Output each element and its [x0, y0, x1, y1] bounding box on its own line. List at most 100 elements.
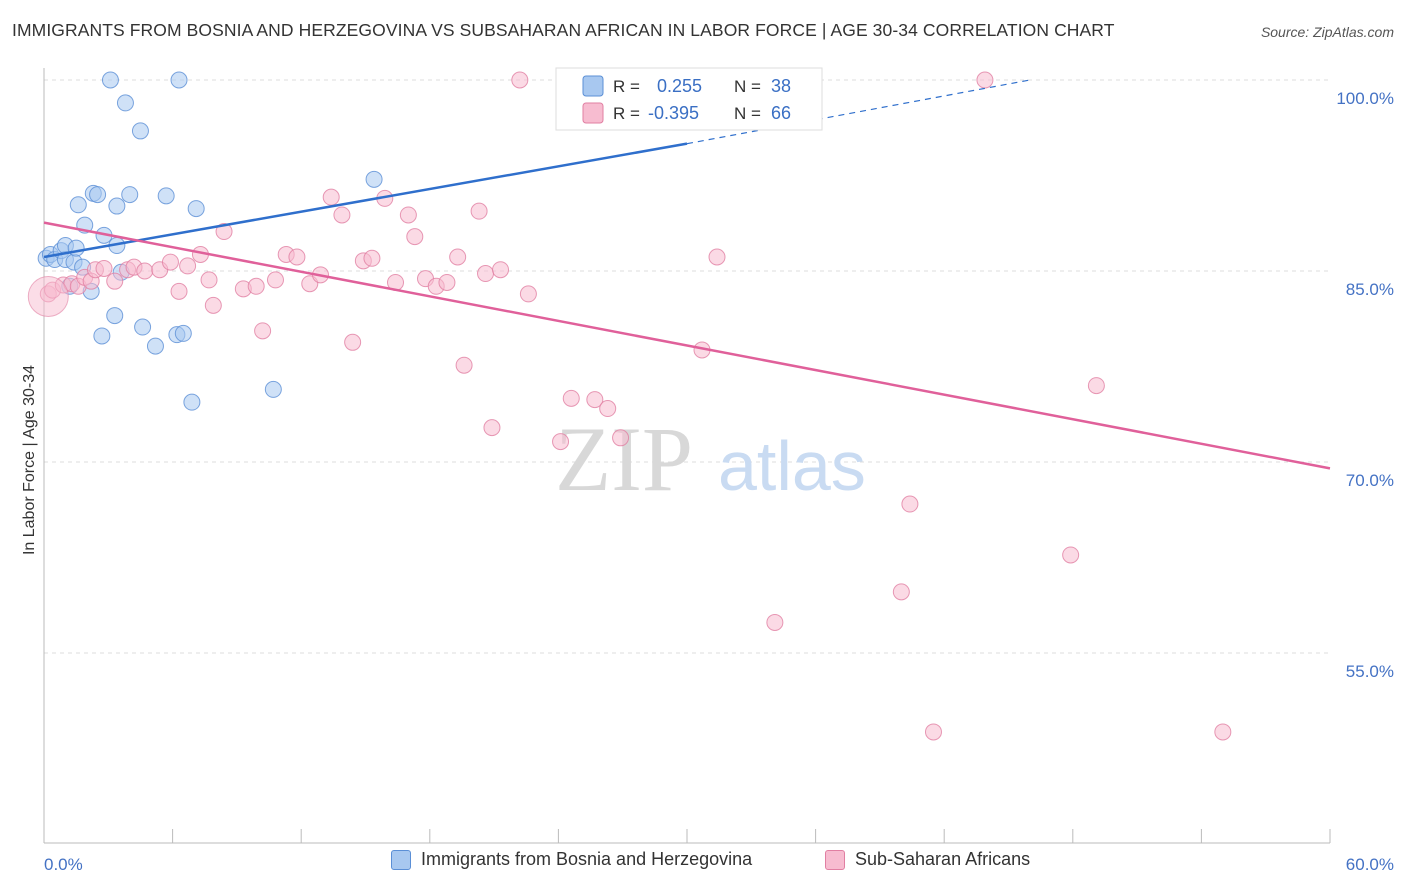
legend-n-value-bosnia: 38 — [771, 76, 791, 96]
point-subsaharan — [170, 282, 188, 300]
grid-lines — [44, 79, 1330, 654]
point-bosnia — [131, 122, 149, 140]
legend-item-subsaharan: Sub-Saharan Africans — [825, 849, 1030, 870]
point-subsaharan — [406, 228, 424, 246]
point-bosnia — [101, 71, 119, 89]
axes — [43, 68, 1331, 844]
point-bosnia — [146, 337, 164, 355]
point-subsaharan — [449, 248, 467, 266]
point-subsaharan — [106, 272, 124, 290]
x-tick-labels: 0.0% 60.0% — [44, 855, 1394, 874]
legend-n-label-subsaharan: N = — [734, 104, 761, 123]
point-subsaharan-cluster — [27, 275, 69, 317]
point-subsaharan — [204, 296, 222, 314]
point-subsaharan — [511, 71, 529, 89]
point-subsaharan — [492, 261, 510, 279]
legend-n-value-subsaharan: 66 — [771, 103, 791, 123]
point-subsaharan — [438, 273, 456, 291]
point-subsaharan — [483, 419, 501, 437]
y-tick-label: 100.0% — [1336, 89, 1394, 108]
point-bosnia — [116, 94, 134, 112]
legend-r-value-subsaharan: -0.395 — [648, 103, 699, 123]
legend-r-value-bosnia: 0.255 — [657, 76, 702, 96]
point-subsaharan — [95, 259, 113, 277]
point-subsaharan — [976, 71, 994, 89]
point-subsaharan — [1087, 377, 1105, 395]
point-subsaharan — [892, 583, 910, 601]
point-subsaharan — [924, 723, 942, 741]
point-bosnia — [187, 200, 205, 218]
legend-item-bosnia: Immigrants from Bosnia and Herzegovina — [391, 849, 752, 870]
series-subsaharan-points — [27, 71, 1232, 741]
point-bosnia — [121, 186, 139, 204]
legend-swatch-bosnia — [582, 75, 604, 97]
point-subsaharan — [586, 391, 604, 409]
legend-label-bosnia: Immigrants from Bosnia and Herzegovina — [421, 849, 753, 869]
point-bosnia — [365, 170, 383, 188]
point-bosnia — [134, 318, 152, 336]
point-bosnia — [89, 186, 107, 204]
point-subsaharan — [612, 429, 630, 447]
legend-label-subsaharan: Sub-Saharan Africans — [855, 849, 1031, 869]
y-tick-label: 70.0% — [1346, 471, 1394, 490]
point-subsaharan — [179, 257, 197, 275]
point-bosnia — [264, 380, 282, 398]
point-subsaharan — [399, 206, 417, 224]
point-subsaharan — [333, 206, 351, 224]
point-subsaharan — [215, 223, 233, 241]
point-subsaharan — [766, 613, 784, 631]
point-subsaharan — [470, 202, 488, 220]
point-bosnia — [93, 327, 111, 345]
legend-swatch-subsaharan — [582, 102, 604, 124]
legend-r-label-bosnia: R = — [613, 77, 640, 96]
point-subsaharan — [288, 248, 306, 266]
x-tick-label: 0.0% — [44, 855, 83, 874]
point-bosnia — [170, 71, 188, 89]
legend-r-label-subsaharan: R = — [613, 104, 640, 123]
point-subsaharan — [552, 433, 570, 451]
point-subsaharan — [322, 188, 340, 206]
point-subsaharan — [1214, 723, 1232, 741]
source-note: Source: ZipAtlas.com — [1260, 24, 1394, 40]
x-tick-label: 60.0% — [1346, 855, 1394, 874]
legend-box-subsaharan — [825, 849, 845, 870]
watermark: ZIP atlas — [555, 408, 866, 510]
point-subsaharan — [901, 495, 919, 513]
trend-line-subsaharan — [43, 221, 1331, 470]
point-subsaharan — [1062, 546, 1080, 564]
watermark-zip: ZIP — [555, 408, 693, 510]
series-legend: Immigrants from Bosnia and Herzegovina S… — [0, 849, 1406, 879]
point-bosnia — [69, 196, 87, 214]
point-subsaharan — [708, 248, 726, 266]
point-subsaharan — [477, 265, 495, 283]
y-axis-label: In Labor Force | Age 30-34 — [21, 365, 38, 555]
point-subsaharan — [247, 277, 265, 295]
point-subsaharan — [266, 271, 284, 289]
y-tick-label: 55.0% — [1346, 662, 1394, 681]
point-subsaharan — [200, 271, 218, 289]
point-subsaharan — [161, 253, 179, 271]
point-subsaharan — [599, 400, 617, 418]
watermark-atlas: atlas — [718, 427, 866, 505]
chart-title: IMMIGRANTS FROM BOSNIA AND HERZEGOVINA V… — [12, 20, 1115, 40]
trend-lines — [43, 79, 1331, 470]
legend-box-bosnia — [391, 849, 411, 870]
point-subsaharan — [363, 249, 381, 267]
point-subsaharan — [455, 356, 473, 374]
trend-line-bosnia — [43, 142, 688, 259]
point-bosnia — [108, 197, 126, 215]
point-subsaharan — [136, 262, 154, 280]
point-subsaharan — [562, 389, 580, 407]
point-bosnia — [157, 187, 175, 205]
point-bosnia — [67, 239, 85, 257]
point-subsaharan — [254, 322, 272, 340]
stats-legend: R = 0.255 N = 38 R = -0.395 N = 66 — [555, 67, 823, 131]
legend-n-label-bosnia: N = — [734, 77, 761, 96]
point-bosnia — [106, 307, 124, 325]
y-tick-label: 85.0% — [1346, 280, 1394, 299]
point-subsaharan — [344, 333, 362, 351]
trend-line-bosnia-extension — [686, 79, 1031, 145]
y-tick-labels: 55.0% 70.0% 85.0% 100.0% — [1336, 89, 1394, 681]
point-subsaharan — [519, 285, 537, 303]
